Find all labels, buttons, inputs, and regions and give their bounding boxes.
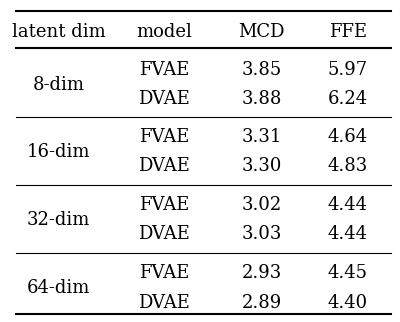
Text: 2.93: 2.93 <box>242 264 282 282</box>
Text: 3.02: 3.02 <box>242 196 282 214</box>
Text: DVAE: DVAE <box>138 90 190 109</box>
Text: 4.40: 4.40 <box>328 294 368 312</box>
Text: 5.97: 5.97 <box>328 61 368 79</box>
Text: FVAE: FVAE <box>139 61 190 79</box>
Text: 4.44: 4.44 <box>328 196 368 214</box>
Text: FVAE: FVAE <box>139 264 190 282</box>
Text: FVAE: FVAE <box>139 196 190 214</box>
Text: 3.31: 3.31 <box>242 128 282 146</box>
Text: model: model <box>136 23 192 41</box>
Text: 8-dim: 8-dim <box>33 76 85 94</box>
Text: DVAE: DVAE <box>138 157 190 175</box>
Text: DVAE: DVAE <box>138 225 190 243</box>
Text: 3.03: 3.03 <box>242 225 282 243</box>
Text: 3.88: 3.88 <box>242 90 282 109</box>
Text: 4.44: 4.44 <box>328 225 368 243</box>
Text: 6.24: 6.24 <box>328 90 368 109</box>
Text: 3.85: 3.85 <box>242 61 282 79</box>
Text: MCD: MCD <box>239 23 285 41</box>
Text: 4.64: 4.64 <box>328 128 368 146</box>
Text: FVAE: FVAE <box>139 128 190 146</box>
Text: DVAE: DVAE <box>138 294 190 312</box>
Text: 2.89: 2.89 <box>242 294 282 312</box>
Text: latent dim: latent dim <box>12 23 106 41</box>
Text: 3.30: 3.30 <box>242 157 282 175</box>
Text: 32-dim: 32-dim <box>27 211 90 229</box>
Text: 64-dim: 64-dim <box>27 279 90 297</box>
Text: 4.45: 4.45 <box>328 264 368 282</box>
Text: 4.83: 4.83 <box>328 157 368 175</box>
Text: FFE: FFE <box>329 23 367 41</box>
Text: 16-dim: 16-dim <box>27 143 90 161</box>
